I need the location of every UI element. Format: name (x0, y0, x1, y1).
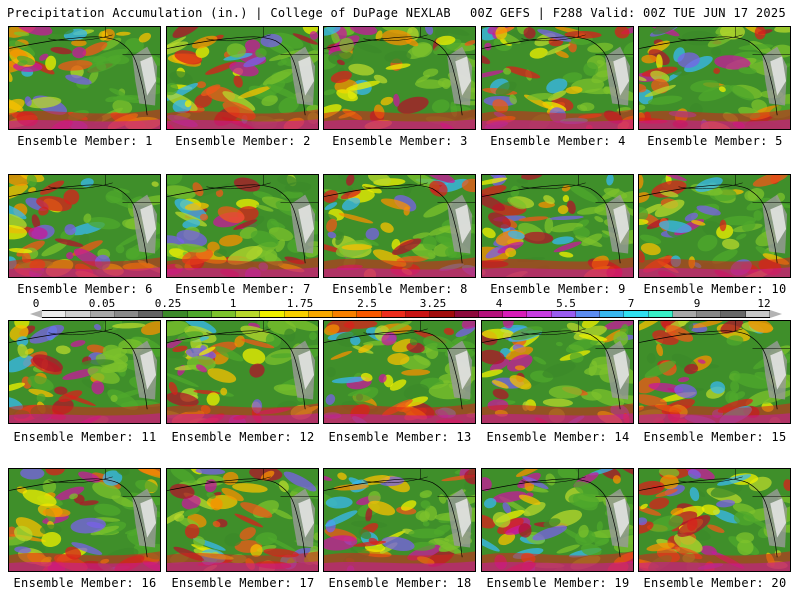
ensemble-map-panel (638, 468, 791, 572)
colorbar-swatch (236, 311, 261, 317)
colorbar-tick-label: 3.25 (419, 297, 447, 310)
ensemble-map-panel (481, 468, 634, 572)
ensemble-member-label: Ensemble Member: 2 (175, 134, 311, 148)
colorbar-tick-label: 1 (229, 297, 237, 310)
ensemble-member-label: Ensemble Member: 6 (17, 282, 153, 296)
ensemble-map-panel (166, 26, 319, 130)
ensemble-member-label: Ensemble Member: 8 (332, 282, 468, 296)
ensemble-map-panel (638, 174, 791, 278)
colorbar-swatch (430, 311, 455, 317)
colorbar-swatch (527, 311, 552, 317)
colorbar-swatch (260, 311, 285, 317)
colorbar-tick-label: 0 (32, 297, 40, 310)
ensemble-map-panel (323, 26, 476, 130)
colorbar-swatch (211, 311, 237, 317)
colorbar-tick-label: 0.05 (88, 297, 116, 310)
header: Precipitation Accumulation (in.) | Colle… (0, 0, 800, 22)
ensemble-map-panel (323, 468, 476, 572)
ensemble-map-panel (8, 320, 161, 424)
ensemble-map-panel (8, 26, 161, 130)
ensemble-member-label: Ensemble Member: 17 (171, 576, 315, 590)
colorbar-tick-label: 9 (693, 297, 701, 310)
ensemble-map-panel (166, 320, 319, 424)
colorbar-swatch (114, 311, 140, 317)
colorbar-swatch (624, 311, 649, 317)
ensemble-member-label: Ensemble Member: 15 (643, 430, 787, 444)
colorbar-swatch (478, 311, 504, 317)
colorbar-swatch (187, 311, 212, 317)
ensemble-member-label: Ensemble Member: 5 (647, 134, 783, 148)
ensemble-map-panel (481, 174, 634, 278)
ensemble-member-label: Ensemble Member: 3 (332, 134, 468, 148)
ensemble-map-panel (481, 320, 634, 424)
ensemble-map-panel (323, 320, 476, 424)
colorbar-strip (42, 310, 770, 318)
ensemble-map-panel (166, 174, 319, 278)
colorbar-swatch (721, 311, 746, 317)
colorbar-swatch (575, 311, 601, 317)
colorbar-swatch (405, 311, 431, 317)
ensemble-map-panel (638, 26, 791, 130)
ensemble-map-panel (8, 468, 161, 572)
ensemble-member-label: Ensemble Member: 20 (643, 576, 787, 590)
colorbar-swatch (600, 311, 625, 317)
colorbar-swatch (551, 311, 576, 317)
colorbar (30, 310, 782, 318)
colorbar-max-arrow (770, 310, 782, 318)
colorbar-swatch (308, 311, 334, 317)
colorbar-swatch (697, 311, 722, 317)
ensemble-member-label: Ensemble Member: 16 (13, 576, 157, 590)
ensemble-member-label: Ensemble Member: 19 (486, 576, 630, 590)
colorbar-swatch (648, 311, 673, 317)
colorbar-tick-label: 0.25 (154, 297, 182, 310)
ensemble-member-label: Ensemble Member: 7 (175, 282, 311, 296)
ensemble-map-panel (638, 320, 791, 424)
colorbar-swatch (163, 311, 188, 317)
ensemble-member-label: Ensemble Member: 14 (486, 430, 630, 444)
colorbar-tick-label: 2.5 (357, 297, 377, 310)
colorbar-min-arrow (30, 310, 42, 318)
colorbar-swatch (42, 311, 67, 317)
ensemble-member-label: Ensemble Member: 4 (490, 134, 626, 148)
ensemble-member-label: Ensemble Member: 12 (171, 430, 315, 444)
ensemble-member-label: Ensemble Member: 13 (328, 430, 472, 444)
model-run-info: 00Z GEFS | F288 Valid: 00Z TUE JUN 17 20… (469, 6, 786, 20)
colorbar-tick-label: 4 (495, 297, 503, 310)
colorbar-tick-label: 12 (757, 297, 771, 310)
ensemble-map-panel (166, 468, 319, 572)
ensemble-member-label: Ensemble Member: 18 (328, 576, 472, 590)
ensemble-member-label: Ensemble Member: 9 (490, 282, 626, 296)
colorbar-tick-label: 5.5 (556, 297, 576, 310)
colorbar-tick-label: 7 (627, 297, 635, 310)
colorbar-swatch (745, 311, 770, 317)
colorbar-swatch (454, 311, 479, 317)
ensemble-member-label: Ensemble Member: 10 (643, 282, 787, 296)
ensemble-map-panel (323, 174, 476, 278)
colorbar-swatch (139, 311, 164, 317)
colorbar-swatch (381, 311, 406, 317)
colorbar-swatch (503, 311, 528, 317)
colorbar-swatch (90, 311, 115, 317)
product-title: Precipitation Accumulation (in.) | Colle… (7, 6, 451, 20)
ensemble-member-label: Ensemble Member: 11 (13, 430, 157, 444)
ensemble-map-panel (481, 26, 634, 130)
colorbar-tick-label: 1.75 (286, 297, 314, 310)
colorbar-swatch (66, 311, 91, 317)
colorbar-swatch (284, 311, 309, 317)
ensemble-map-panel (8, 174, 161, 278)
colorbar-swatch (672, 311, 698, 317)
ensemble-member-label: Ensemble Member: 1 (17, 134, 153, 148)
colorbar-swatch (357, 311, 382, 317)
colorbar-swatch (333, 311, 358, 317)
